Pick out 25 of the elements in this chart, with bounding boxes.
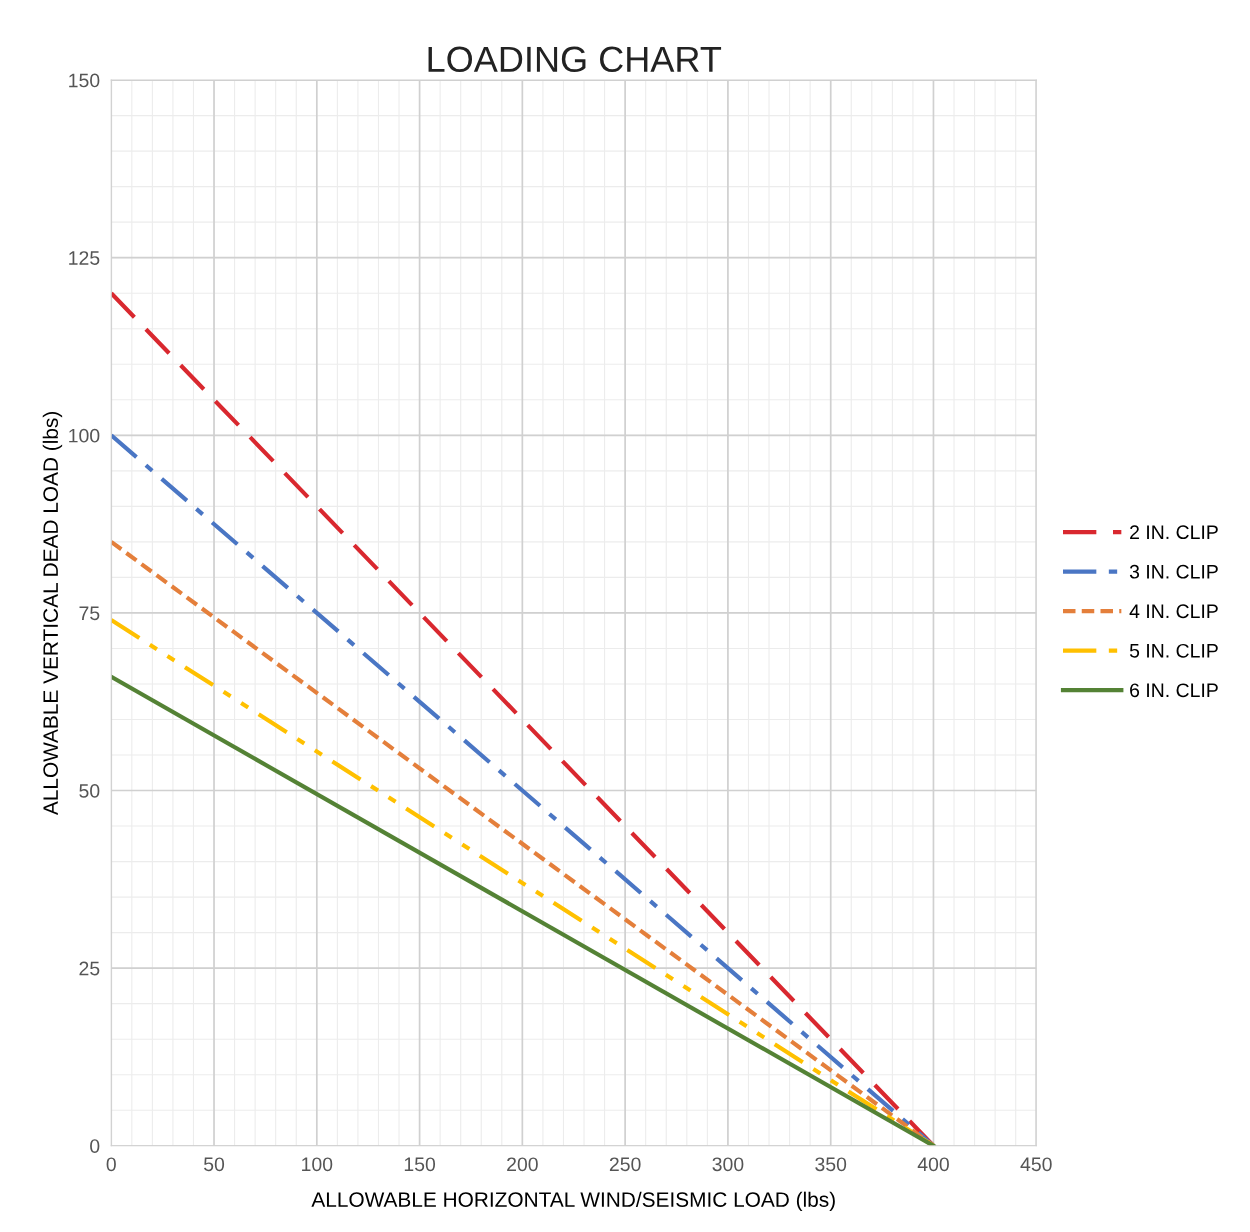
- legend-label: 2 IN. CLIP: [1130, 525, 1218, 540]
- x-tick-label: 450: [1020, 1157, 1052, 1172]
- x-tick-label: 250: [609, 1157, 641, 1172]
- y-tick-label: 25: [79, 961, 100, 976]
- x-tick-label: 50: [203, 1157, 225, 1172]
- x-axis-title: ALLOWABLE HORIZONTAL WIND/SEISMIC LOAD (lbs): [311, 1191, 835, 1212]
- legend-label: 5 IN. CLIP: [1129, 643, 1218, 658]
- y-tick-label: 0: [90, 1139, 100, 1153]
- y-tick-label: 150: [69, 73, 100, 88]
- y-tick-label: 125: [69, 251, 100, 265]
- x-tick-label: 300: [712, 1157, 744, 1172]
- x-tick-label: 150: [404, 1157, 436, 1172]
- y-axis-title: ALLOWABLE VERTICAL DEAD LOAD (lbs): [42, 412, 63, 816]
- x-tick-label: 350: [815, 1157, 847, 1172]
- chart-title: LOADING CHART: [428, 46, 722, 73]
- x-tick-label: 200: [507, 1157, 538, 1172]
- x-tick-label: 400: [917, 1157, 949, 1172]
- y-tick-label: 75: [79, 606, 100, 621]
- legend-label: 3 IN. CLIP: [1129, 564, 1218, 579]
- legend-label: 6 IN. CLIP: [1130, 683, 1218, 698]
- legend-label: 4 IN. CLIP: [1129, 604, 1218, 619]
- x-tick-label: 0: [106, 1157, 116, 1172]
- y-tick-label: 50: [79, 784, 100, 798]
- x-tick-label: 100: [302, 1157, 333, 1172]
- y-tick-label: 100: [69, 428, 100, 443]
